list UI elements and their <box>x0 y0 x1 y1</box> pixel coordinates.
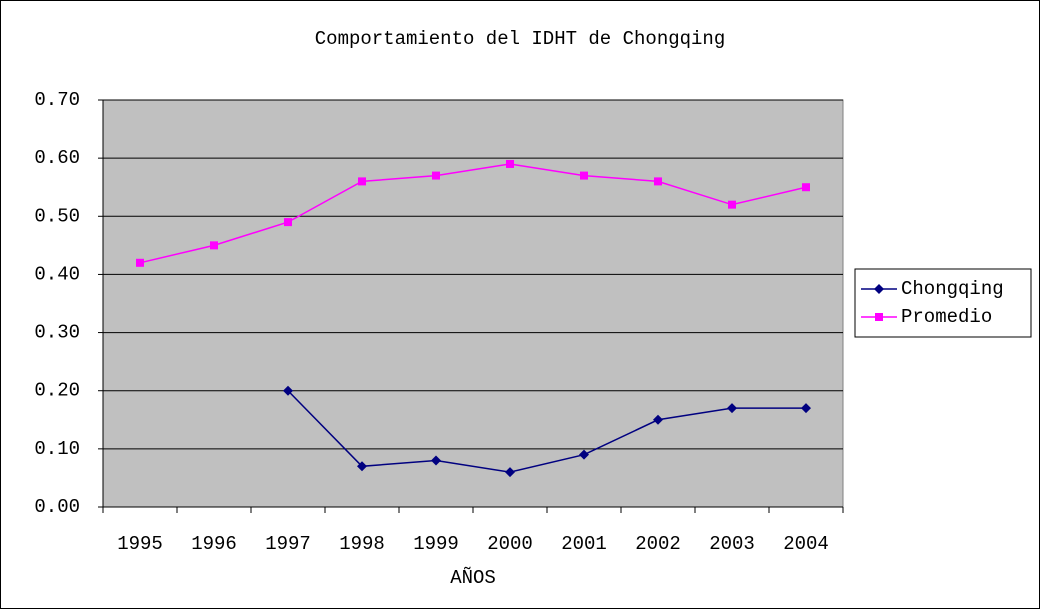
data-point <box>728 200 736 209</box>
series-line <box>139 163 807 264</box>
data-point <box>357 461 367 472</box>
x-tick-label: 1998 <box>339 533 385 555</box>
data-point <box>802 183 810 192</box>
y-tick-label: 0.40 <box>34 263 80 285</box>
legend-label: Promedio <box>901 306 992 328</box>
x-tick-label: 2000 <box>487 533 533 555</box>
y-tick-label: 0.70 <box>34 89 80 111</box>
data-point <box>505 467 515 478</box>
data-point <box>432 171 440 180</box>
legend-box <box>854 268 1032 338</box>
x-tick-label: 2003 <box>709 533 755 555</box>
x-tick-label: 1999 <box>413 533 459 555</box>
y-tick-label: 0.20 <box>34 380 80 402</box>
data-point <box>358 177 366 186</box>
y-tick-label: 0.10 <box>34 438 80 460</box>
data-point <box>801 403 811 414</box>
chart-title: Comportamiento del IDHT de Chongqing <box>315 28 725 50</box>
data-point <box>431 455 441 466</box>
x-tick-label: 2004 <box>783 533 829 555</box>
y-tick-label: 0.30 <box>34 322 80 344</box>
x-tick-label: 1996 <box>191 533 237 555</box>
y-tick-label: 0.60 <box>34 147 80 169</box>
data-point <box>654 177 662 186</box>
data-point <box>136 258 144 267</box>
y-tick-label: 0.50 <box>34 205 80 227</box>
data-point <box>727 403 737 414</box>
series-line <box>287 390 806 473</box>
data-point <box>283 385 293 396</box>
data-point <box>284 218 292 227</box>
x-tick-label: 1995 <box>117 533 163 555</box>
legend-marker <box>875 313 883 321</box>
data-point <box>506 159 514 168</box>
x-axis-label: AÑOS <box>450 567 496 589</box>
data-point <box>653 414 663 425</box>
legend-marker <box>874 284 884 294</box>
y-tick-label: 0.00 <box>34 496 80 518</box>
plot-area <box>102 99 844 508</box>
data-point <box>579 449 589 460</box>
x-tick-label: 1997 <box>265 533 311 555</box>
data-point <box>210 241 218 250</box>
data-point <box>580 171 588 180</box>
x-tick-label: 2001 <box>561 533 607 555</box>
legend-label: Chongqing <box>901 278 1004 300</box>
x-tick-label: 2002 <box>635 533 681 555</box>
